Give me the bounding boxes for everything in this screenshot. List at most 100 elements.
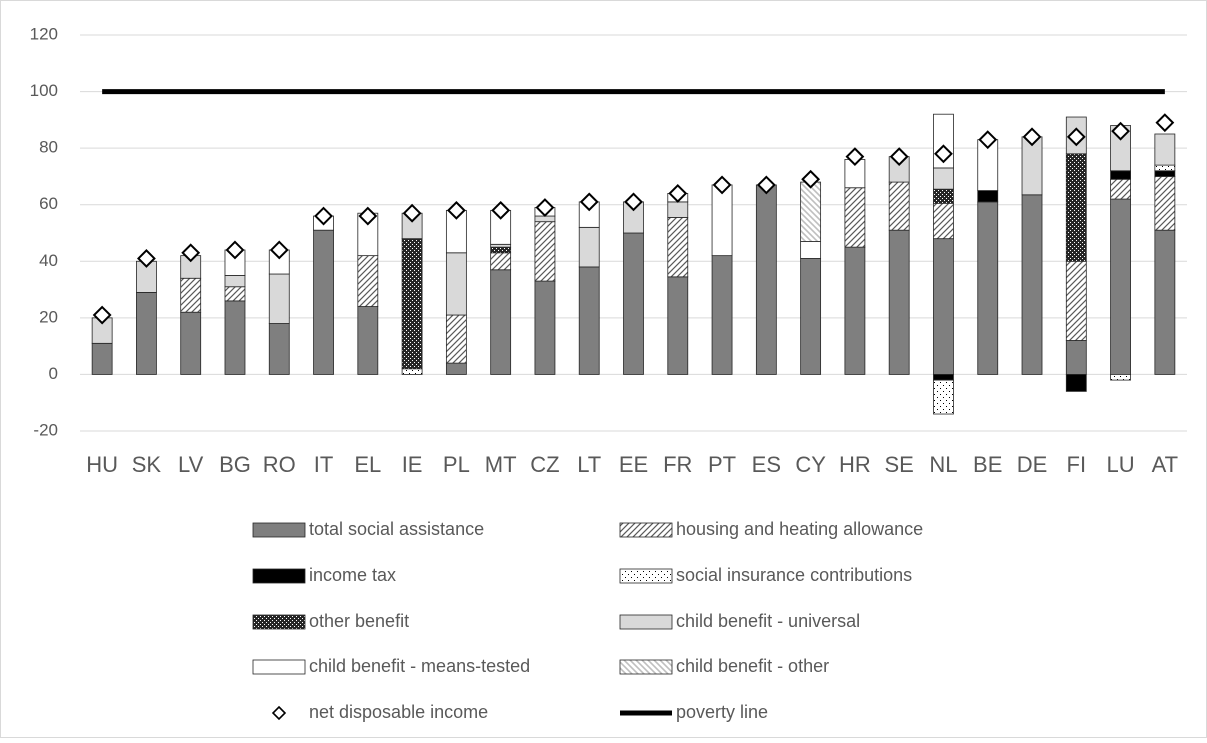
net-income-marker (535, 198, 555, 217)
bar-segment (623, 232, 644, 375)
bar-segment (490, 246, 512, 254)
net-income-marker (314, 206, 333, 226)
x-tick-label: BG (219, 452, 251, 477)
bar-segment (91, 342, 113, 375)
bar-segment (667, 201, 689, 218)
legend-swatch (619, 659, 673, 675)
bar-segment (1154, 176, 1176, 231)
bar-segment (1154, 164, 1176, 172)
y-tick-label: 100 (30, 81, 58, 100)
net-income-marker (358, 206, 378, 226)
net-income-marker (225, 240, 245, 260)
x-tick-label: ES (752, 452, 781, 477)
bar-segment (180, 311, 202, 375)
legend-swatch (252, 614, 306, 630)
bar-segment (268, 323, 290, 375)
bar-segment (401, 238, 423, 370)
bar-segment (534, 221, 556, 282)
bar-segment (888, 181, 910, 231)
x-tick-label: PT (708, 452, 736, 477)
bar-segment (667, 276, 689, 375)
legend-label: net disposable income (309, 702, 488, 722)
bar-segment (977, 190, 999, 203)
legend-label: housing and heating allowance (676, 519, 923, 539)
net-income-marker (756, 175, 776, 195)
y-tick-label: 20 (39, 307, 58, 326)
x-tick-label: NL (929, 452, 957, 477)
bar-segment (490, 269, 512, 375)
x-tick-label: SK (132, 452, 162, 477)
bar-segment (534, 280, 556, 375)
legend-swatch (619, 522, 673, 538)
bar-segment (490, 243, 512, 248)
bar-segment (711, 184, 733, 257)
x-tick-label: FI (1067, 452, 1087, 477)
net-income-marker (889, 147, 909, 167)
bar-segment (711, 255, 733, 375)
bar-segment (136, 291, 157, 375)
bar-segment (445, 252, 467, 316)
bar-segment (933, 167, 954, 190)
x-tick-label: LT (577, 452, 601, 477)
legend-label: child benefit - other (676, 656, 829, 676)
bar-segment (1154, 170, 1176, 177)
net-income-marker (1066, 127, 1086, 147)
bar-segment (933, 188, 954, 204)
net-income-marker (269, 240, 289, 260)
x-tick-label: EL (354, 452, 381, 477)
net-income-marker (1111, 121, 1130, 141)
bar-segment (224, 275, 246, 288)
net-income-marker (181, 243, 201, 263)
x-tick-label: PL (443, 452, 470, 477)
bar-segment (1110, 170, 1131, 180)
legend-swatch (619, 568, 673, 584)
bar-segment (800, 241, 822, 259)
legend-swatch (619, 614, 673, 630)
legend-swatch (252, 659, 306, 675)
net-income-marker (579, 192, 599, 212)
bar-segment (1065, 340, 1087, 375)
net-income-marker (624, 192, 643, 212)
net-income-marker (934, 144, 953, 164)
y-tick-label: 60 (39, 194, 58, 213)
bar-segment (888, 229, 910, 375)
legend-swatch (252, 568, 306, 584)
bar-segment (578, 226, 600, 268)
net-income-marker (712, 175, 732, 195)
x-tick-label: EE (619, 452, 648, 477)
x-tick-label: IT (314, 452, 334, 477)
bar-segment (1154, 229, 1176, 375)
legend-label: other benefit (309, 611, 409, 631)
bar-segment (1021, 194, 1043, 375)
x-tick-label: LV (178, 452, 204, 477)
bar-segment (844, 246, 866, 375)
x-tick-label: SE (885, 452, 914, 477)
bar-segment (1154, 133, 1176, 166)
net-income-marker (92, 305, 112, 325)
bar-segment (667, 217, 689, 278)
bar-segment (844, 187, 866, 248)
x-tick-label: IE (402, 452, 423, 477)
x-tick-label: CZ (530, 452, 559, 477)
bar-segment (1065, 153, 1087, 262)
bar-segment (1110, 374, 1131, 381)
legend-label: social insurance contributions (676, 565, 912, 585)
x-tick-label: BE (973, 452, 1002, 477)
x-tick-label: HU (86, 452, 118, 477)
y-tick-label: 0 (49, 364, 58, 383)
x-tick-label: HR (839, 452, 871, 477)
x-tick-label: FR (663, 452, 692, 477)
bar-segment (1110, 178, 1131, 200)
bar-segment (800, 258, 822, 375)
bar-segment (490, 252, 512, 271)
legend-label: poverty line (676, 702, 768, 722)
bar-segment (445, 314, 467, 364)
net-income-marker (446, 200, 466, 220)
y-tick-label: 80 (39, 138, 58, 157)
bar-segment (933, 379, 954, 415)
bar-segment (224, 300, 246, 375)
bar-segment (578, 266, 600, 375)
y-tick-label: -20 (33, 420, 58, 439)
